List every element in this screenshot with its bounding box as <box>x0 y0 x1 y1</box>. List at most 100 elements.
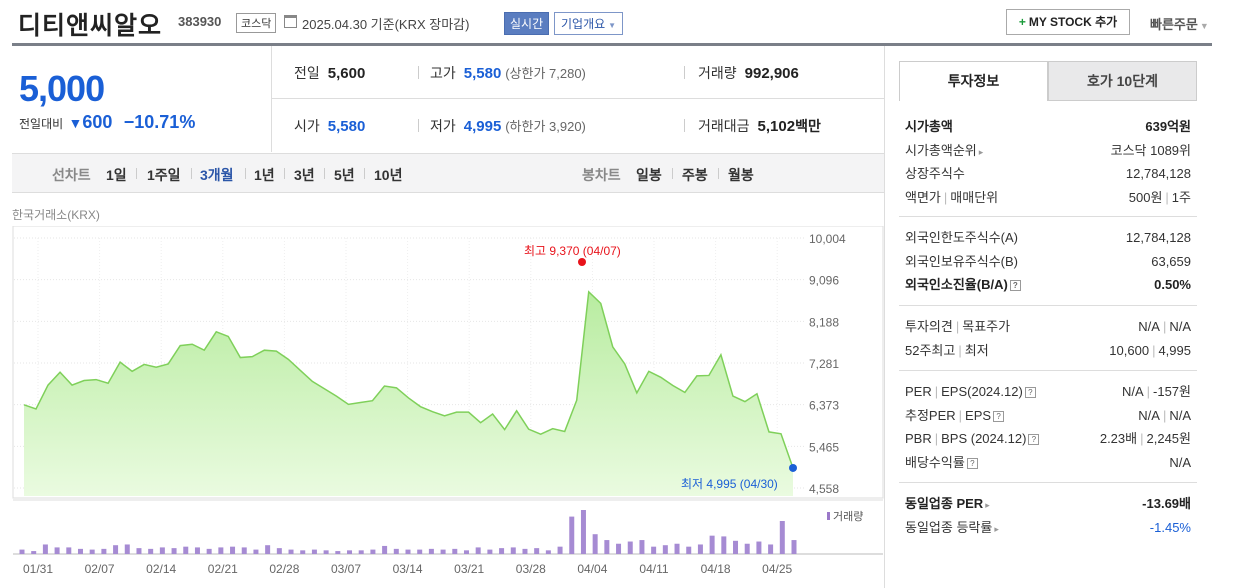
arrow-right-icon[interactable]: ▸ <box>978 146 984 157</box>
exchange-label: 한국거래소(KRX) <box>12 208 100 222</box>
volume-bar <box>113 545 119 554</box>
tab-3y[interactable]: 3년 <box>294 167 315 183</box>
help-icon[interactable]: ? <box>993 410 1005 422</box>
tab-5y[interactable]: 5년 <box>334 167 355 183</box>
current-price-panel: 5,000 전일대비 ▼600 −10.71% <box>12 46 272 152</box>
low-label: 최저 4,995 (04/30) <box>681 477 778 491</box>
high-value: 5,580 <box>463 65 502 82</box>
tab-1y[interactable]: 1년 <box>254 167 275 183</box>
price-stats: 전일 5,600 고가 5,580 (상한가 7,280) 거래량 992,906 시… <box>272 46 884 152</box>
volume-bar <box>709 535 715 554</box>
info-key: 외국인한도주식수(A) <box>905 226 1018 250</box>
change-amount: 600 <box>82 112 113 132</box>
price-chart[interactable]: 10,004 9,096 8,188 7,281 6,373 5,465 4,558 최고 … <box>12 226 884 588</box>
change-percent: −10.71% <box>123 112 196 132</box>
info-row: 액면가 | 매매단위 500원 | 1주 <box>899 186 1197 210</box>
y-tick-label: 10,004 <box>809 232 846 246</box>
x-tick-label: 02/28 <box>269 562 299 576</box>
tab-1d[interactable]: 1일 <box>106 167 127 183</box>
plus-icon: + <box>1018 15 1026 29</box>
x-tick-label: 04/18 <box>701 562 731 576</box>
info-value: 코스닥 1089위 <box>1111 139 1191 163</box>
x-tick-label: 03/28 <box>516 562 546 576</box>
low-value: 4,995 <box>463 118 502 135</box>
info-key-label: 외국인보유주식수(B) <box>905 253 1019 269</box>
info-value: N/A <box>1169 451 1191 475</box>
info-row: 외국인소진율(B/A)? 0.50% <box>899 273 1197 297</box>
info-value: 10,600 | 4,995 <box>1109 339 1191 363</box>
tab-weekly[interactable]: 주봉 <box>682 167 708 183</box>
y-tick-label: 4,558 <box>809 482 839 496</box>
price-area-fill <box>24 291 793 496</box>
tab-investment-info[interactable]: 투자정보 <box>899 61 1048 101</box>
info-tabs: 투자정보 호가 10단계 <box>899 61 1197 101</box>
volume-bar <box>557 546 563 554</box>
volume-bar <box>475 547 481 554</box>
info-value: -13.69배 <box>1142 492 1191 516</box>
help-icon[interactable]: ? <box>1009 280 1021 292</box>
info-row: 추정PER | EPS? N/A | N/A <box>899 404 1197 428</box>
help-icon[interactable]: ? <box>966 457 978 469</box>
quick-order-button[interactable]: 빠른주문 ▼ <box>1150 14 1209 33</box>
info-key: 52주최고 | 최저 <box>905 339 989 363</box>
info-key: 외국인보유주식수(B) <box>905 250 1018 274</box>
chevron-down-icon: ▼ <box>608 21 617 30</box>
info-row: 투자의견 | 목표주가 N/A | N/A <box>899 315 1197 339</box>
volume-bar <box>791 540 797 554</box>
y-tick-label: 9,096 <box>809 274 839 288</box>
divider <box>245 168 246 179</box>
info-value-text: -157원 <box>1153 384 1191 399</box>
volume-bar <box>756 541 762 554</box>
stock-code: 383930 <box>178 14 222 29</box>
info-key: 배당수익률? <box>905 451 978 475</box>
tab-order-book[interactable]: 호가 10단계 <box>1048 61 1197 101</box>
divider <box>284 168 285 179</box>
company-overview-label: 기업개요 <box>561 17 606 31</box>
info-key: 외국인소진율(B/A)? <box>905 273 1021 297</box>
volume-bar <box>616 543 622 554</box>
volume-bar <box>733 540 739 554</box>
tab-monthly[interactable]: 월봉 <box>728 167 754 183</box>
company-overview-button[interactable]: 기업개요 ▼ <box>554 12 624 35</box>
tab-daily[interactable]: 일봉 <box>636 167 662 183</box>
tab-10y[interactable]: 10년 <box>374 167 403 183</box>
volume-bar <box>311 549 317 554</box>
pipe-divider: | <box>958 342 962 358</box>
pipe-divider: | <box>1162 407 1167 423</box>
help-icon[interactable]: ? <box>1024 387 1036 399</box>
tab-3m[interactable]: 3개월 <box>200 167 234 183</box>
info-key: 액면가 | 매매단위 <box>905 186 998 210</box>
group-divider <box>899 305 1197 306</box>
volume-bar <box>627 541 633 554</box>
high-label: 고가 <box>430 65 456 81</box>
realtime-button[interactable]: 실시간 <box>504 12 550 35</box>
info-value-text: 639억원 <box>1145 119 1191 134</box>
volume-bar <box>31 551 37 554</box>
divider <box>364 168 365 179</box>
low-label: 저가 <box>430 118 456 134</box>
x-tick-label: 03/14 <box>393 562 423 576</box>
divider <box>324 168 325 179</box>
high-label: 최고 9,370 (04/07) <box>524 244 621 258</box>
divider <box>418 119 419 132</box>
divider <box>418 66 419 79</box>
arrow-right-icon[interactable]: ▸ <box>985 500 990 510</box>
volume-bar <box>651 546 657 554</box>
chart-frame <box>12 226 884 499</box>
volume-bar <box>358 550 364 554</box>
divider <box>684 119 685 132</box>
add-my-stock-button[interactable]: + MY STOCK 추가 <box>1006 9 1130 35</box>
arrow-right-icon[interactable]: ▸ <box>994 523 999 534</box>
market-badge: 코스닥 <box>236 13 277 33</box>
volume-bar <box>428 548 434 554</box>
volume-bar <box>54 547 60 554</box>
prev-close: 전일 5,600 <box>294 63 365 83</box>
pipe-divider: | <box>1152 342 1156 358</box>
tab-1w[interactable]: 1주일 <box>147 167 181 183</box>
volume-bar <box>580 510 586 554</box>
volume-bar <box>323 550 329 554</box>
help-icon[interactable]: ? <box>1028 434 1040 446</box>
open-label: 시가 <box>294 118 320 134</box>
info-key: 투자의견 | 목표주가 <box>905 315 1010 339</box>
volume-bar <box>241 547 247 554</box>
